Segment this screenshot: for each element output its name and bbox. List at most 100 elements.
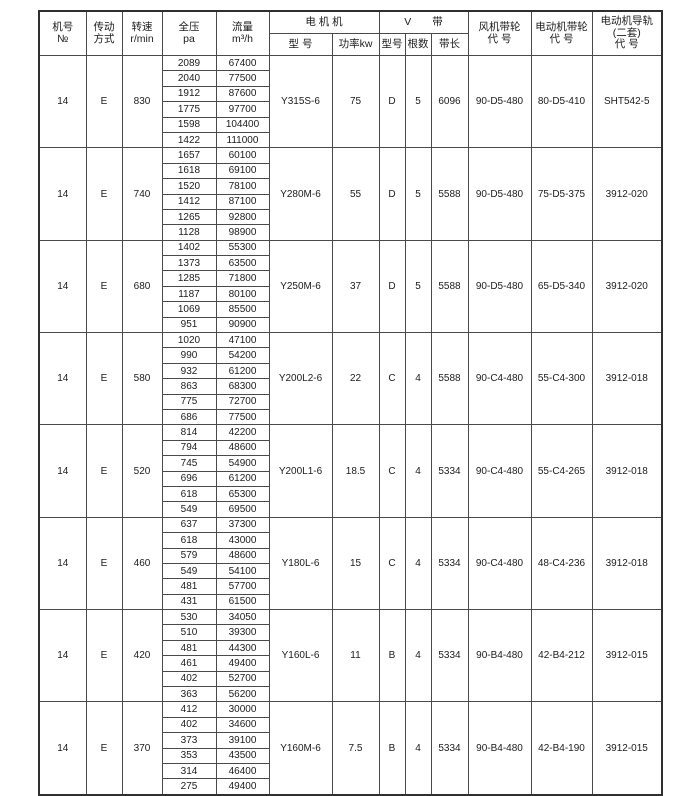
cell-flow: 60100 bbox=[215, 147, 270, 164]
cell-machine-no: 14 bbox=[38, 701, 87, 796]
cell-pressure: 1187 bbox=[161, 285, 217, 303]
cell-motor-model: Y160L-6 bbox=[268, 609, 333, 703]
spec-row: 1598 104400 bbox=[39, 116, 662, 133]
cell-fan-pulley: 90-D5-480 bbox=[467, 147, 532, 241]
cell-fan-pulley: 90-D5-480 bbox=[467, 239, 532, 334]
cell-pressure: 549 bbox=[161, 562, 217, 580]
spec-row: 696 61200 bbox=[39, 470, 662, 487]
cell-vbelt-length: 5334 bbox=[430, 701, 469, 796]
cell-flow: 54100 bbox=[215, 562, 270, 580]
cell-flow: 49400 bbox=[215, 778, 270, 796]
cell-pressure: 530 bbox=[161, 609, 217, 626]
cell-motor-pulley: 65-D5-340 bbox=[530, 239, 593, 334]
cell-flow: 44300 bbox=[215, 639, 270, 657]
spec-row: 14 E 420 530 34050 Y160L-6 11 B 4 5334 90-B4-480 42… bbox=[38, 609, 663, 703]
header-machine-no: 机号 № bbox=[38, 10, 87, 56]
cell-motor-pulley: 55-C4-300 bbox=[530, 332, 593, 426]
cell-pressure: 775 bbox=[161, 393, 217, 410]
cell-flow: 39300 bbox=[215, 624, 270, 641]
cell-flow: 37300 bbox=[215, 516, 270, 534]
cell-pressure: 1618 bbox=[161, 162, 217, 180]
spec-row: 14 E 830 2089 67400 Y315S-6 75 D 5 6096 90-D5-480 8… bbox=[38, 54, 663, 149]
cell-pressure: 1775 bbox=[161, 101, 217, 118]
spec-row: 1285 71800 bbox=[39, 270, 662, 287]
header-vbelt-model: 型号 bbox=[378, 33, 406, 56]
cell-fan-pulley: 90-B4-480 bbox=[467, 609, 532, 703]
cell-pressure: 363 bbox=[161, 686, 217, 703]
cell-pressure: 1069 bbox=[161, 301, 217, 318]
cell-flow: 77500 bbox=[215, 70, 270, 87]
cell-pressure: 314 bbox=[161, 762, 217, 780]
cell-flow: 47100 bbox=[215, 332, 270, 349]
cell-pressure: 2040 bbox=[161, 70, 217, 87]
spec-row: 686 77500 bbox=[39, 408, 662, 426]
cell-fan-pulley: 90-C4-480 bbox=[467, 516, 532, 611]
cell-motor-power: 55 bbox=[331, 147, 380, 241]
cell-machine-no: 14 bbox=[38, 147, 87, 241]
header-drive-mode: 传动 方式 bbox=[85, 10, 123, 56]
cell-vbelt-count: 4 bbox=[404, 701, 432, 796]
cell-flow: 69100 bbox=[215, 162, 270, 180]
cell-speed: 830 bbox=[121, 54, 163, 149]
cell-vbelt-count: 4 bbox=[404, 609, 432, 703]
cell-pressure: 745 bbox=[161, 455, 217, 472]
cell-motor-power: 18.5 bbox=[331, 424, 380, 518]
cell-pressure: 2089 bbox=[161, 54, 217, 72]
spec-row: 951 90900 bbox=[39, 316, 662, 334]
cell-drive-mode: E bbox=[85, 701, 123, 796]
cell-pressure: 481 bbox=[161, 639, 217, 657]
cell-motor-pulley: 80-D5-410 bbox=[530, 54, 593, 149]
cell-vbelt-length: 5334 bbox=[430, 424, 469, 518]
cell-flow: 34050 bbox=[215, 609, 270, 626]
cell-machine-no: 14 bbox=[38, 332, 87, 426]
spec-row: 549 69500 bbox=[39, 501, 662, 518]
header-flow: 流量 m³/h bbox=[215, 10, 270, 56]
spec-row: 745 54900 bbox=[39, 455, 662, 472]
spec-row: 363 56200 bbox=[39, 686, 662, 703]
cell-vbelt-count: 5 bbox=[404, 147, 432, 241]
cell-flow: 46400 bbox=[215, 762, 270, 780]
header-vbelt-count: 根数 bbox=[404, 33, 432, 56]
cell-vbelt-model: B bbox=[378, 701, 406, 796]
cell-motor-power: 37 bbox=[331, 239, 380, 334]
header-vbelt-group: V 带 bbox=[378, 10, 469, 34]
header-pressure: 全压 pa bbox=[161, 10, 217, 56]
cell-flow: 69500 bbox=[215, 501, 270, 518]
cell-vbelt-length: 6096 bbox=[430, 54, 469, 149]
cell-drive-mode: E bbox=[85, 609, 123, 703]
cell-rail-code: 3912-018 bbox=[591, 424, 663, 518]
cell-pressure: 1598 bbox=[161, 116, 217, 133]
cell-drive-mode: E bbox=[85, 332, 123, 426]
cell-pressure: 1373 bbox=[161, 255, 217, 272]
cell-machine-no: 14 bbox=[38, 424, 87, 518]
cell-speed: 520 bbox=[121, 424, 163, 518]
cell-flow: 48600 bbox=[215, 547, 270, 564]
cell-flow: 87100 bbox=[215, 193, 270, 210]
spec-row: 14 E 520 814 42200 Y200L1-6 18.5 C 4 5334 90-C4-48… bbox=[38, 424, 663, 518]
header-motor-pulley: 电动机带轮 代 号 bbox=[530, 10, 593, 56]
cell-fan-pulley: 90-C4-480 bbox=[467, 424, 532, 518]
cell-speed: 740 bbox=[121, 147, 163, 241]
spec-row: 1373 63500 bbox=[39, 255, 662, 272]
cell-vbelt-count: 5 bbox=[404, 54, 432, 149]
cell-pressure: 951 bbox=[161, 316, 217, 334]
cell-motor-model: Y200L2-6 bbox=[268, 332, 333, 426]
cell-drive-mode: E bbox=[85, 54, 123, 149]
spec-row: 1775 97700 bbox=[39, 101, 662, 118]
cell-pressure: 402 bbox=[161, 670, 217, 688]
cell-flow: 63500 bbox=[215, 255, 270, 272]
cell-motor-power: 15 bbox=[331, 516, 380, 611]
spec-row: 14 E 740 1657 60100 Y280M-6 55 D 5 5588 90-D5-480 7… bbox=[38, 147, 663, 241]
cell-motor-model: Y180L-6 bbox=[268, 516, 333, 611]
cell-pressure: 1128 bbox=[161, 224, 217, 241]
spec-row: 1618 69100 bbox=[39, 162, 662, 180]
spec-row: 1069 85500 bbox=[39, 301, 662, 318]
cell-vbelt-length: 5588 bbox=[430, 239, 469, 334]
spec-row: 863 68300 bbox=[39, 378, 662, 395]
spec-row: 1912 87600 bbox=[39, 85, 662, 103]
cell-pressure: 1412 bbox=[161, 193, 217, 210]
cell-flow: 61200 bbox=[215, 362, 270, 380]
cell-vbelt-length: 5334 bbox=[430, 516, 469, 611]
cell-speed: 420 bbox=[121, 609, 163, 703]
spec-row: 14 E 680 1402 55300 Y250M-6 37 D 5 5588 90-D5-480 6… bbox=[38, 239, 663, 334]
